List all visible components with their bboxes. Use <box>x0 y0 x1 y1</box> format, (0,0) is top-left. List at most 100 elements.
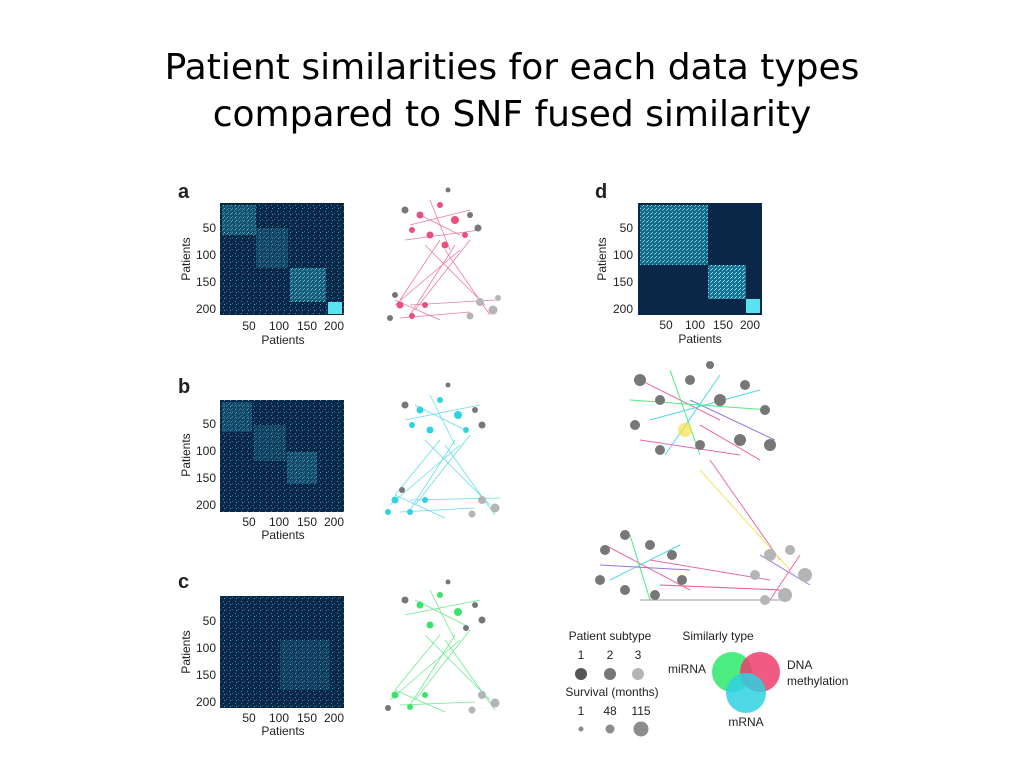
subtype-swatch <box>632 668 644 680</box>
panel-b: b 50 100 150 200 50 100 150 200 Patients… <box>178 376 501 542</box>
heatmap-block <box>254 425 286 461</box>
x-tick: 200 <box>324 711 344 725</box>
heatmap-block <box>256 228 288 268</box>
network-nodes-gray <box>595 361 776 600</box>
subtype-label: 3 <box>635 648 642 662</box>
subtype-label: 1 <box>578 648 585 662</box>
y-tick: 50 <box>203 614 217 628</box>
x-tick: 50 <box>659 318 673 332</box>
network-nodes-light <box>468 496 500 518</box>
y-tick: 100 <box>196 641 216 655</box>
x-tick: 150 <box>297 319 317 333</box>
network-nodes-light <box>466 295 501 320</box>
y-tick: 100 <box>196 248 216 262</box>
y-tick: 100 <box>196 444 216 458</box>
x-axis-label: Patients <box>261 724 304 738</box>
similarity-label-dna-methylation: methylation <box>787 674 848 688</box>
y-tick: 150 <box>613 275 633 289</box>
fused-patient-network <box>595 361 812 605</box>
similarity-matrix <box>220 596 344 708</box>
panel-letter: c <box>178 571 189 593</box>
patient-subtype-legend: Patient subtype 1 2 3 <box>569 629 652 680</box>
panel-letter: a <box>178 181 190 203</box>
similarity-label-mirna: miRNA <box>668 662 706 676</box>
heatmap-block <box>222 205 256 235</box>
x-tick: 150 <box>297 711 317 725</box>
similarity-matrix <box>638 203 762 315</box>
network-nodes-gray <box>387 187 482 321</box>
y-tick: 50 <box>203 417 217 431</box>
x-tick: 100 <box>685 318 705 332</box>
panel-a: a 50 100 150 200 50 100 150 200 Patients… <box>178 181 501 347</box>
subtype-swatch <box>575 668 587 680</box>
network-edges <box>599 369 811 601</box>
subtype-swatch <box>604 668 616 680</box>
subtype-label: 2 <box>607 648 614 662</box>
patient-network <box>385 579 500 714</box>
y-tick: 200 <box>196 498 216 512</box>
similarity-label-mrna: mRNA <box>728 715 763 729</box>
legend-title: Patient subtype <box>569 629 652 643</box>
y-tick: 200 <box>196 695 216 709</box>
network-nodes-light <box>750 545 812 605</box>
heatmap-block <box>280 640 330 690</box>
slide-title: Patient similarities for each data types… <box>0 44 1024 138</box>
heatmap-block <box>708 265 746 299</box>
network-nodes <box>396 202 468 319</box>
survival-swatch <box>633 721 649 737</box>
heatmap-block <box>222 402 252 432</box>
heatmap-block <box>290 268 326 302</box>
survival-legend: Survival (months) 1 48 115 <box>565 685 659 737</box>
slide-title-line-1: Patient similarities for each data types <box>164 47 860 88</box>
y-tick: 100 <box>613 248 633 262</box>
y-axis-label: Patients <box>179 237 193 280</box>
network-edges <box>389 589 496 713</box>
heatmap-block <box>640 205 708 265</box>
patient-network <box>387 187 501 321</box>
y-tick: 150 <box>196 471 216 485</box>
highlight-node <box>678 423 692 437</box>
panel-d: d 50 100 150 200 50 100 150 200 Patients… <box>595 181 812 605</box>
heatmap-block <box>287 452 317 484</box>
panel-letter: b <box>178 376 190 398</box>
survival-swatch <box>578 726 584 732</box>
x-tick: 150 <box>713 318 733 332</box>
y-tick: 150 <box>196 668 216 682</box>
y-tick: 200 <box>196 302 216 316</box>
x-tick: 50 <box>242 711 256 725</box>
x-axis-label: Patients <box>678 332 721 346</box>
legend-title: Similarly type <box>682 629 754 643</box>
network-nodes-gray <box>399 382 486 493</box>
x-tick: 150 <box>297 515 317 529</box>
heatmap-block <box>746 299 760 313</box>
venn-mrna-circle <box>726 673 766 713</box>
y-tick: 200 <box>613 302 633 316</box>
x-tick: 100 <box>269 515 289 529</box>
survival-label: 48 <box>603 704 617 718</box>
heatmap-block <box>328 302 342 314</box>
survival-label: 1 <box>578 704 585 718</box>
y-axis-label: Patients <box>595 237 609 280</box>
venn-diagram <box>712 652 780 713</box>
network-nodes-light <box>468 691 500 714</box>
y-tick: 150 <box>196 275 216 289</box>
survival-swatch <box>605 724 615 734</box>
x-tick: 200 <box>324 515 344 529</box>
survival-label: 115 <box>631 704 650 718</box>
network-nodes-gray <box>385 579 486 711</box>
network-nodes <box>391 592 462 710</box>
x-tick: 100 <box>269 319 289 333</box>
x-tick: 50 <box>242 515 256 529</box>
similarity-matrix <box>220 203 344 315</box>
panel-letter: d <box>595 181 607 203</box>
similarity-label-dna-methylation: DNA <box>787 658 812 672</box>
similarity-matrix <box>220 400 344 512</box>
y-axis-label: Patients <box>179 433 193 476</box>
legend: Patient subtype 1 2 3 Survival (months) … <box>565 629 848 737</box>
slide-title-line-2: compared to SNF fused similarity <box>212 94 812 135</box>
network-nodes <box>385 397 469 515</box>
similarity-type-legend: Similarly type miRNA DNA methylation mRN… <box>668 629 848 729</box>
y-tick: 50 <box>203 221 217 235</box>
legend-title: Survival (months) <box>565 685 658 699</box>
